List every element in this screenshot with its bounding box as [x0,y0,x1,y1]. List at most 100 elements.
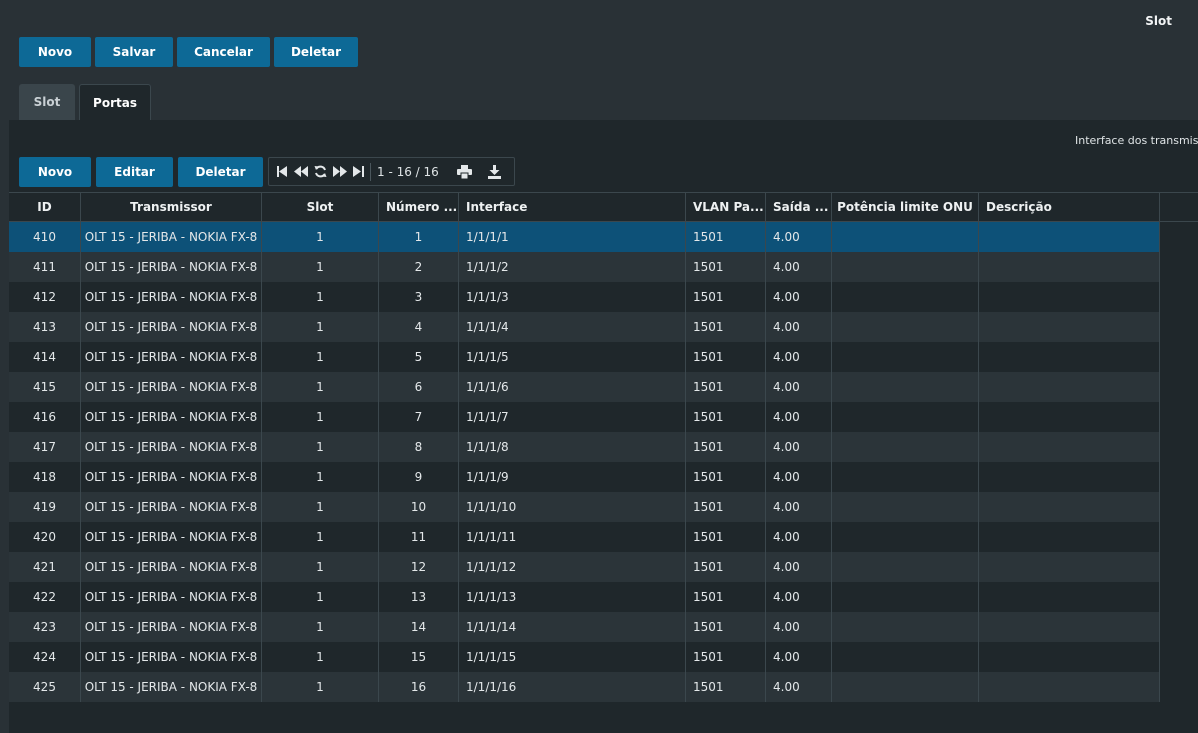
cell-interface: 1/1/1/3 [459,282,686,312]
table-row[interactable]: 411 OLT 15 - JERIBA - NOKIA FX-8 1 2 1/1/1/2… [9,252,1160,282]
cell-potencia [832,252,979,282]
cell-interface: 1/1/1/7 [459,402,686,432]
cell-vlan: 1501 [686,552,766,582]
column-header-saida[interactable]: Saída ... [766,193,832,221]
tab-portas[interactable]: Portas [79,84,151,120]
cell-vlan: 1501 [686,492,766,522]
cell-vlan: 1501 [686,402,766,432]
cell-slot: 1 [262,552,379,582]
cell-transmissor: OLT 15 - JERIBA - NOKIA FX-8 [81,582,262,612]
table-row[interactable]: 419 OLT 15 - JERIBA - NOKIA FX-8 1 10 1/1/1/… [9,492,1160,522]
table-row[interactable]: 417 OLT 15 - JERIBA - NOKIA FX-8 1 8 1/1/1/8… [9,432,1160,462]
cell-numero: 15 [379,642,459,672]
cell-transmissor: OLT 15 - JERIBA - NOKIA FX-8 [81,252,262,282]
table-row[interactable]: 423 OLT 15 - JERIBA - NOKIA FX-8 1 14 1/1/1/… [9,612,1160,642]
cell-vlan: 1501 [686,462,766,492]
column-header-potencia[interactable]: Potência limite ONU [832,193,979,221]
cell-interface: 1/1/1/8 [459,432,686,462]
cell-id: 418 [9,462,81,492]
cell-transmissor: OLT 15 - JERIBA - NOKIA FX-8 [81,492,262,522]
cell-id: 414 [9,342,81,372]
cell-transmissor: OLT 15 - JERIBA - NOKIA FX-8 [81,612,262,642]
cell-potencia [832,492,979,522]
cell-saida: 4.00 [766,372,832,402]
cell-saida: 4.00 [766,462,832,492]
cell-id: 419 [9,492,81,522]
print-icon[interactable] [456,162,472,182]
table-row[interactable]: 412 OLT 15 - JERIBA - NOKIA FX-8 1 3 1/1/1/3… [9,282,1160,312]
prev-page-icon[interactable] [294,162,308,182]
grid-header: ID Transmissor Slot Número ... Interface… [9,192,1198,222]
table-row[interactable]: 410 OLT 15 - JERIBA - NOKIA FX-8 1 1 1/1/1/1… [9,222,1160,252]
cell-potencia [832,432,979,462]
table-row[interactable]: 413 OLT 15 - JERIBA - NOKIA FX-8 1 4 1/1/1/4… [9,312,1160,342]
cell-slot: 1 [262,642,379,672]
table-row[interactable]: 415 OLT 15 - JERIBA - NOKIA FX-8 1 6 1/1/1/6… [9,372,1160,402]
cell-numero: 3 [379,282,459,312]
cell-saida: 4.00 [766,612,832,642]
table-row[interactable]: 422 OLT 15 - JERIBA - NOKIA FX-8 1 13 1/1/1/… [9,582,1160,612]
table-row[interactable]: 425 OLT 15 - JERIBA - NOKIA FX-8 1 16 1/1/1/… [9,672,1160,702]
cell-descricao [979,672,1160,702]
grid-deletar-button[interactable]: Deletar [178,157,263,187]
cell-vlan: 1501 [686,312,766,342]
cell-id: 412 [9,282,81,312]
pager: 1 - 16 / 16 [268,157,515,186]
grid-editar-button[interactable]: Editar [96,157,173,187]
column-header-descricao[interactable]: Descrição [979,193,1160,221]
table-row[interactable]: 421 OLT 15 - JERIBA - NOKIA FX-8 1 12 1/1/1/… [9,552,1160,582]
cell-potencia [832,642,979,672]
cell-id: 424 [9,642,81,672]
cell-id: 423 [9,612,81,642]
cell-potencia [832,312,979,342]
cell-slot: 1 [262,402,379,432]
cell-numero: 13 [379,582,459,612]
column-header-numero[interactable]: Número ... [379,193,459,221]
cell-transmissor: OLT 15 - JERIBA - NOKIA FX-8 [81,672,262,702]
column-header-vlan[interactable]: VLAN Pa... [686,193,766,221]
cell-potencia [832,222,979,252]
cell-saida: 4.00 [766,282,832,312]
tab-slot[interactable]: Slot [19,84,75,120]
cell-transmissor: OLT 15 - JERIBA - NOKIA FX-8 [81,342,262,372]
cell-transmissor: OLT 15 - JERIBA - NOKIA FX-8 [81,282,262,312]
cell-id: 421 [9,552,81,582]
cell-descricao [979,252,1160,282]
grid-right-border [1159,222,1160,702]
cell-interface: 1/1/1/5 [459,342,686,372]
table-row[interactable]: 416 OLT 15 - JERIBA - NOKIA FX-8 1 7 1/1/1/7… [9,402,1160,432]
column-header-interface[interactable]: Interface [459,193,686,221]
column-header-slot[interactable]: Slot [262,193,379,221]
download-icon[interactable] [487,162,501,182]
table-row[interactable]: 424 OLT 15 - JERIBA - NOKIA FX-8 1 15 1/1/1/… [9,642,1160,672]
column-header-id[interactable]: ID [9,193,81,221]
cell-potencia [832,372,979,402]
cell-vlan: 1501 [686,252,766,282]
salvar-button[interactable]: Salvar [95,37,173,67]
cell-id: 416 [9,402,81,432]
pager-divider [370,162,371,181]
table-row[interactable]: 414 OLT 15 - JERIBA - NOKIA FX-8 1 5 1/1/1/5… [9,342,1160,372]
window-title: Slot [1145,14,1172,28]
cell-transmissor: OLT 15 - JERIBA - NOKIA FX-8 [81,522,262,552]
last-page-icon[interactable] [353,162,364,182]
cell-interface: 1/1/1/15 [459,642,686,672]
cell-slot: 1 [262,462,379,492]
cell-numero: 9 [379,462,459,492]
refresh-icon[interactable] [314,162,327,182]
next-page-icon[interactable] [333,162,347,182]
cancelar-button[interactable]: Cancelar [177,37,270,67]
cell-interface: 1/1/1/4 [459,312,686,342]
first-page-icon[interactable] [277,162,288,182]
cell-numero: 11 [379,522,459,552]
cell-interface: 1/1/1/14 [459,612,686,642]
cell-potencia [832,672,979,702]
deletar-button[interactable]: Deletar [274,37,358,67]
column-header-transmissor[interactable]: Transmissor [81,193,262,221]
table-row[interactable]: 420 OLT 15 - JERIBA - NOKIA FX-8 1 11 1/1/1/… [9,522,1160,552]
grid-novo-button[interactable]: Novo [19,157,91,187]
novo-button[interactable]: Novo [19,37,91,67]
cell-numero: 12 [379,552,459,582]
cell-potencia [832,402,979,432]
table-row[interactable]: 418 OLT 15 - JERIBA - NOKIA FX-8 1 9 1/1/1/9… [9,462,1160,492]
